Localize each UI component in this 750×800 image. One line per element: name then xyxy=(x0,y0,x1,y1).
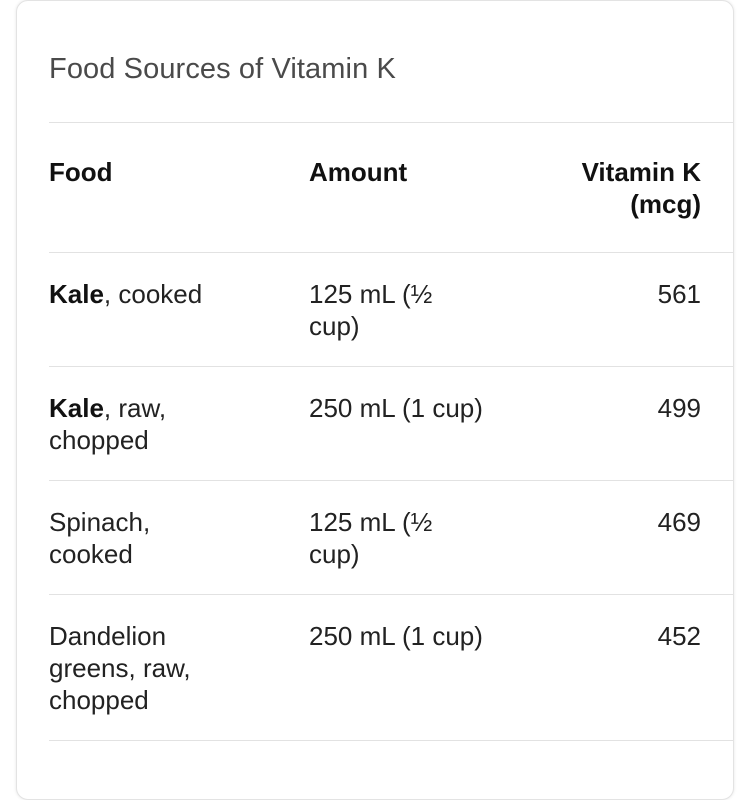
food-cell: Dandelion greens, raw, chopped xyxy=(49,620,229,716)
food-cell: Kale, raw, chopped xyxy=(49,392,209,456)
column-header-vitamin-k-line1: Vitamin K xyxy=(581,157,701,187)
food-name-detail: , cooked xyxy=(103,279,203,309)
column-header-amount: Amount xyxy=(309,157,408,187)
food-cell: Kale, cooked xyxy=(49,278,269,310)
food-name-detail: Spinach, cooked xyxy=(49,507,151,569)
vitamin-k-cell: 469 xyxy=(657,507,701,537)
row-divider xyxy=(49,740,733,741)
amount-cell: 250 mL (1 cup) xyxy=(309,393,483,423)
vitamin-k-cell: 499 xyxy=(657,393,701,423)
row-divider xyxy=(49,594,733,595)
table-title: Food Sources of Vitamin K xyxy=(49,53,396,85)
vitamin-k-cell: 561 xyxy=(657,279,701,309)
header-top-divider xyxy=(49,122,733,123)
column-header-food: Food xyxy=(49,157,113,187)
food-name-detail: , raw, chopped xyxy=(49,393,167,455)
food-name-detail: Dandelion greens, raw, chopped xyxy=(49,621,191,715)
food-cell: Spinach, cooked xyxy=(49,506,209,570)
row-divider xyxy=(49,480,733,481)
column-header-vitamin-k: Vitamin K (mcg) xyxy=(521,156,701,220)
vitamin-k-cell: 452 xyxy=(657,621,701,651)
column-header-vitamin-k-line2: (mcg) xyxy=(630,189,701,219)
amount-cell: 125 mL (½ cup) xyxy=(309,507,433,569)
amount-cell: 250 mL (1 cup) xyxy=(309,621,483,651)
amount-cell: 125 mL (½ cup) xyxy=(309,279,433,341)
header-bottom-divider xyxy=(49,252,733,253)
food-name-bold: Kale xyxy=(49,393,104,423)
food-name-bold: Kale xyxy=(49,279,104,309)
row-divider xyxy=(49,366,733,367)
nutrition-table-card: Food Sources of Vitamin K Food Amount Vi… xyxy=(16,0,734,800)
